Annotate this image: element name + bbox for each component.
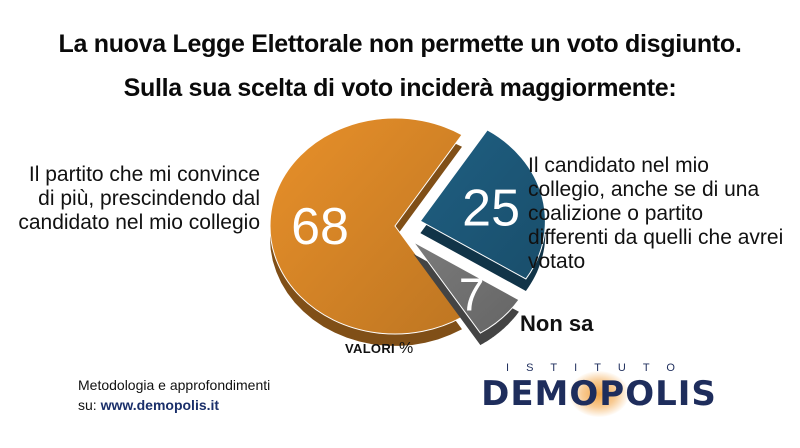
slice-label-candidato: Il candidato nel mio collegio, anche se … (528, 154, 784, 273)
footer-prefix: su: (78, 397, 97, 413)
value-label-non-sa: 7 (459, 268, 485, 320)
demopolis-link[interactable]: www.demopolis.it (100, 397, 220, 413)
footer-note: Metodologia e approfondimenti su: www.de… (78, 375, 270, 415)
values-note-unit: % (398, 340, 414, 357)
slice-partito (269, 117, 463, 335)
logo-glow (569, 371, 629, 417)
slice-label-non-sa: Non sa (520, 311, 594, 336)
chart-title-line-2: Sulla sua scelta di voto inciderà maggio… (123, 74, 677, 102)
slice-candidato (419, 129, 546, 280)
slice-non-sa (412, 241, 520, 334)
logo-demopolis: DEMOPOLIS (481, 374, 717, 414)
logo-istituto: ISTITUTO (506, 362, 692, 374)
slice-label-partito: Il partito che mi convince di più, presc… (18, 163, 260, 234)
chart-title-line-1: La nuova Legge Elettorale non permette u… (58, 30, 742, 58)
values-note-text: VALORI (345, 341, 395, 356)
value-label-partito: 68 (291, 198, 349, 256)
value-label-candidato: 25 (462, 179, 520, 237)
footer-methodology: Metodologia e approfondimenti (78, 377, 271, 393)
values-note: VALORI% (345, 340, 413, 358)
